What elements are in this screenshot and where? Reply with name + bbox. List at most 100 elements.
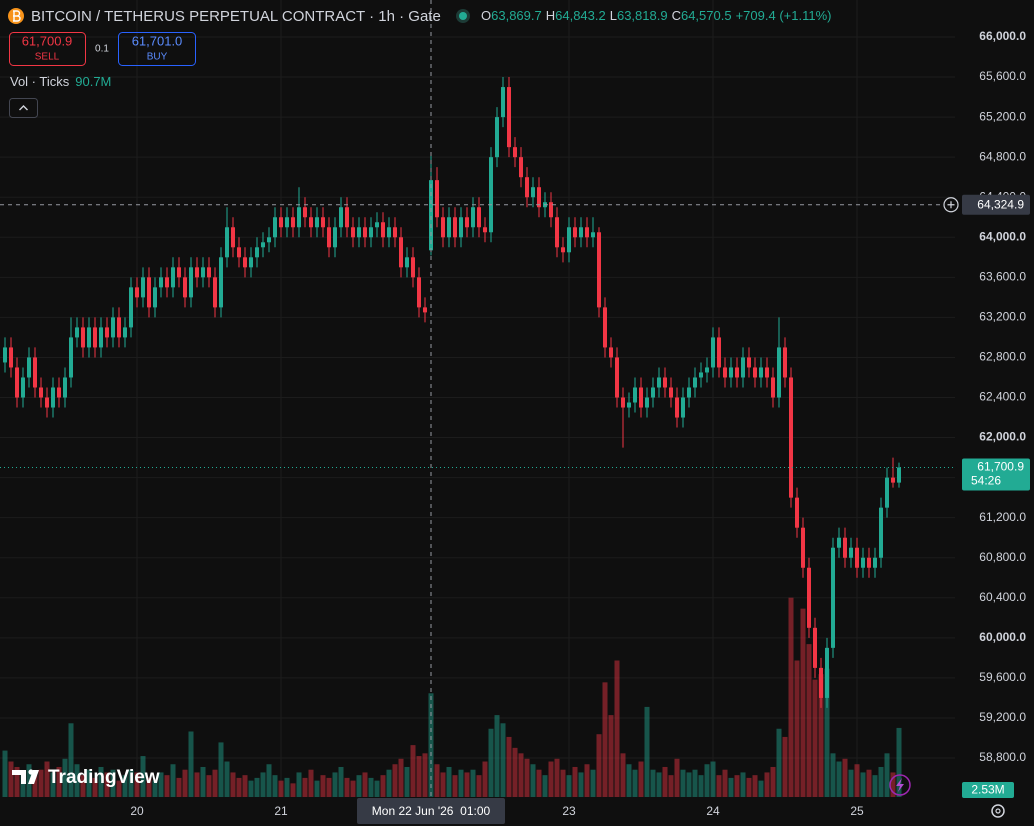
candle-body (447, 217, 451, 238)
candle-body (789, 377, 793, 498)
volume-bar (320, 775, 326, 797)
volume-bar (812, 679, 818, 797)
candle-body (849, 547, 853, 558)
volume-bar (236, 777, 242, 797)
volume-legend-value: 90.7M (75, 74, 111, 89)
candle-body (165, 277, 169, 288)
add-alert-icon (947, 201, 955, 209)
volume-bar (560, 769, 566, 797)
candle-body (303, 207, 307, 218)
volume-bar (836, 761, 842, 797)
candle-body (159, 277, 163, 288)
volume-bar (716, 775, 722, 797)
sell-label[interactable]: SELL (35, 52, 60, 63)
volume-bar (314, 780, 320, 797)
volume-bar (830, 753, 836, 797)
volume-bar (602, 682, 608, 797)
candle-body (711, 337, 715, 368)
candle-body (261, 242, 265, 248)
candle-body (717, 337, 721, 368)
volume-bar (350, 780, 356, 797)
volume-bar (434, 764, 440, 797)
volume-bar (644, 706, 650, 797)
ohlc-key: H (546, 8, 555, 23)
candle-body (39, 387, 43, 398)
volume-bar (854, 764, 860, 797)
settings-button[interactable] (991, 804, 1005, 818)
candle-body (519, 157, 523, 178)
candle-body (801, 527, 805, 568)
volume-bar (542, 775, 548, 797)
volume-bar (782, 736, 788, 797)
candle-body (843, 537, 847, 558)
y-tick-label: 63,200.0 (979, 310, 1026, 324)
candle-body (885, 477, 889, 508)
buy-label[interactable]: BUY (147, 52, 168, 63)
volume-bar (224, 761, 230, 797)
candle-body (153, 287, 157, 308)
volume-bar (596, 734, 602, 797)
volume-bar (392, 764, 398, 797)
candle-body (315, 217, 319, 228)
candle-body (267, 237, 271, 243)
ohlc-key: C (672, 8, 681, 23)
volume-bar (194, 772, 200, 797)
volume-bar (506, 736, 512, 797)
volume-bar (656, 772, 662, 797)
volume-bar (68, 723, 74, 797)
candle-body (87, 327, 91, 348)
candle-body (777, 347, 781, 398)
volume-legend-label: Vol · Ticks (10, 74, 70, 89)
volume-bar (512, 747, 518, 797)
candle-body (291, 217, 295, 228)
candle-body (213, 277, 217, 308)
volume-bar (464, 772, 470, 797)
candle-body (333, 227, 337, 248)
sell-button[interactable] (9, 32, 86, 66)
x-tick-label: 21 (274, 804, 288, 818)
volume-bar (14, 766, 20, 797)
candle-body (609, 347, 613, 358)
volume-bar (578, 772, 584, 797)
buy-price[interactable]: 61,701.0 (132, 33, 183, 48)
volume-bar (860, 772, 866, 797)
volume-bar (776, 728, 782, 797)
volume-bar (614, 660, 620, 797)
volume-bar (92, 777, 98, 797)
volume-bar (608, 715, 614, 797)
volume-bar (296, 772, 302, 797)
candle-body (417, 277, 421, 308)
volume-bar (308, 769, 314, 797)
candle-body (477, 207, 481, 228)
y-tick-label: 60,000.0 (979, 630, 1026, 644)
ohlc-legend: O63,869.7 H64,843.2 L63,818.9 C64,570.5 +709… (481, 8, 831, 23)
candle-body (537, 187, 541, 208)
candle-body (321, 217, 325, 228)
candle-body (561, 247, 565, 253)
sell-price[interactable]: 61,700.9 (22, 33, 73, 48)
volume-bar (200, 766, 206, 797)
candle-body (723, 367, 727, 378)
volume-bar (818, 674, 824, 797)
volume-bar (476, 775, 482, 797)
candle-body (501, 87, 505, 118)
lightning-button[interactable] (889, 774, 911, 796)
candle-body (453, 217, 457, 238)
volume-bar (470, 769, 476, 797)
quantity[interactable]: 0.1 (95, 44, 109, 55)
buy-button[interactable] (118, 32, 196, 66)
countdown: 54:26 (971, 474, 1001, 488)
candle-body (339, 207, 343, 228)
volume-bar (134, 772, 140, 797)
volume-bar (62, 758, 68, 797)
volume-bar (758, 780, 764, 797)
candle-body (99, 327, 103, 348)
y-tick-label: 61,200.0 (979, 510, 1026, 524)
collapse-button[interactable] (9, 98, 38, 118)
last-price-label: 61,700.9 (977, 460, 1024, 474)
y-tick-label: 59,600.0 (979, 670, 1026, 684)
candle-body (495, 117, 499, 158)
volume-bar (74, 764, 80, 797)
candle-body (693, 377, 697, 388)
